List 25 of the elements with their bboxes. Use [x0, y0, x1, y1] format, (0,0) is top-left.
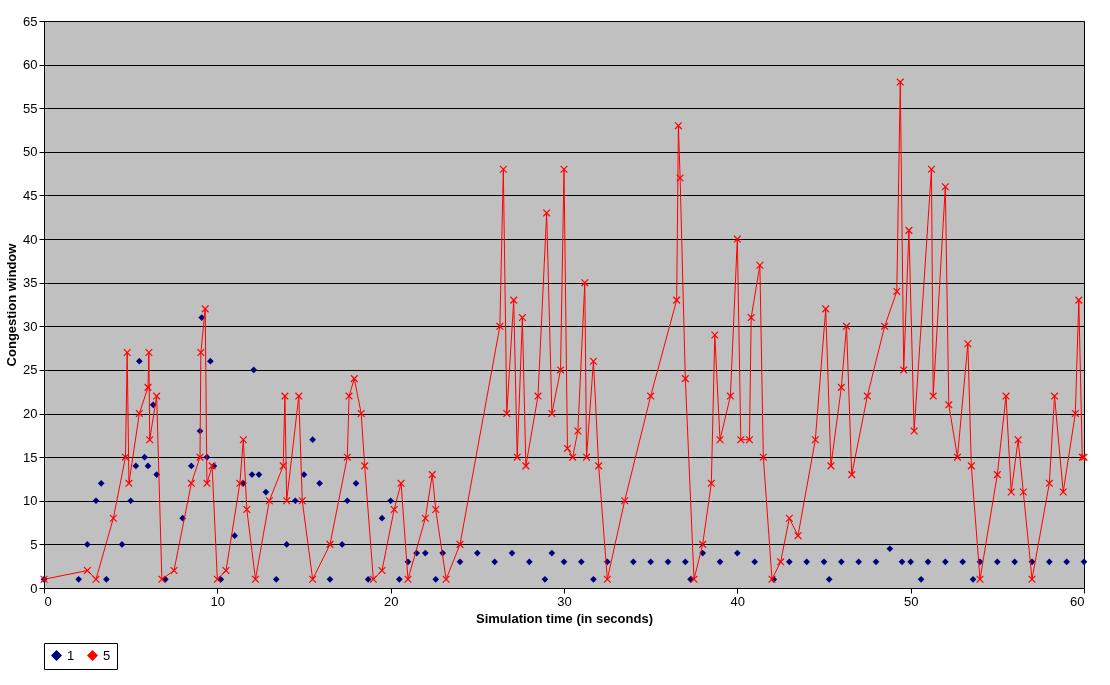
- x-tick-label: 40: [730, 593, 746, 609]
- x-tick-label: 0: [44, 593, 52, 609]
- y-tick-label: 60: [23, 57, 38, 73]
- x-tick-label: 60: [1070, 593, 1085, 609]
- y-tick-label: 30: [23, 318, 38, 334]
- y-axis-title: Congestion window: [4, 242, 20, 367]
- y-tick-label: 15: [23, 449, 38, 465]
- x-tick-label: 50: [903, 593, 919, 609]
- y-tick-label: 45: [23, 187, 38, 203]
- y-tick-label: 35: [23, 275, 38, 291]
- x-tick-label: 20: [383, 593, 399, 609]
- legend-label: 5: [103, 647, 111, 663]
- y-tick-label: 20: [23, 406, 38, 422]
- y-tick-label: 25: [23, 362, 38, 378]
- y-tick-label: 55: [23, 100, 38, 116]
- y-tick-label: 50: [23, 144, 38, 160]
- y-tick-label: 5: [30, 536, 38, 552]
- y-tick-label: 0: [30, 580, 38, 596]
- y-tick-label: 65: [23, 13, 38, 29]
- x-axis-title: Simulation time (in seconds): [476, 610, 653, 626]
- legend-label: 1: [67, 647, 75, 663]
- y-tick-label: 40: [23, 231, 38, 247]
- y-tick-label: 10: [23, 493, 38, 509]
- x-tick-label: 30: [557, 593, 572, 609]
- x-tick-label: 10: [210, 593, 226, 609]
